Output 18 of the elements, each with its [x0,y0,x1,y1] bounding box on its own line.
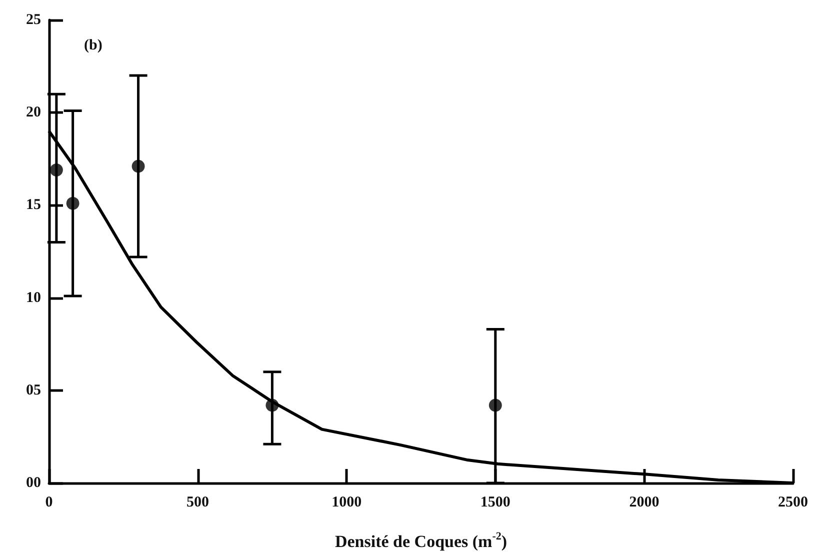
annotation: (b) [84,38,102,54]
point [132,160,145,173]
y-tick-label: 05 [26,382,41,398]
y-tick-label: 25 [26,12,41,28]
y-tick-label: 15 [26,197,41,214]
point [66,196,80,210]
y-tick-label: 00 [26,475,41,491]
x-tick-label: 0 [45,494,53,510]
y-tick-label: 20 [26,104,41,121]
x-tick-label: 1000 [332,494,362,510]
x-tick-label: 1500 [480,494,510,510]
x-tick-label: 2000 [629,494,660,510]
point [488,398,502,412]
x-tick-label: 2500 [778,494,808,510]
y-tick-label: 10 [26,290,41,306]
point [266,398,279,412]
x-tick-label: 500 [186,494,210,510]
point [50,164,63,177]
